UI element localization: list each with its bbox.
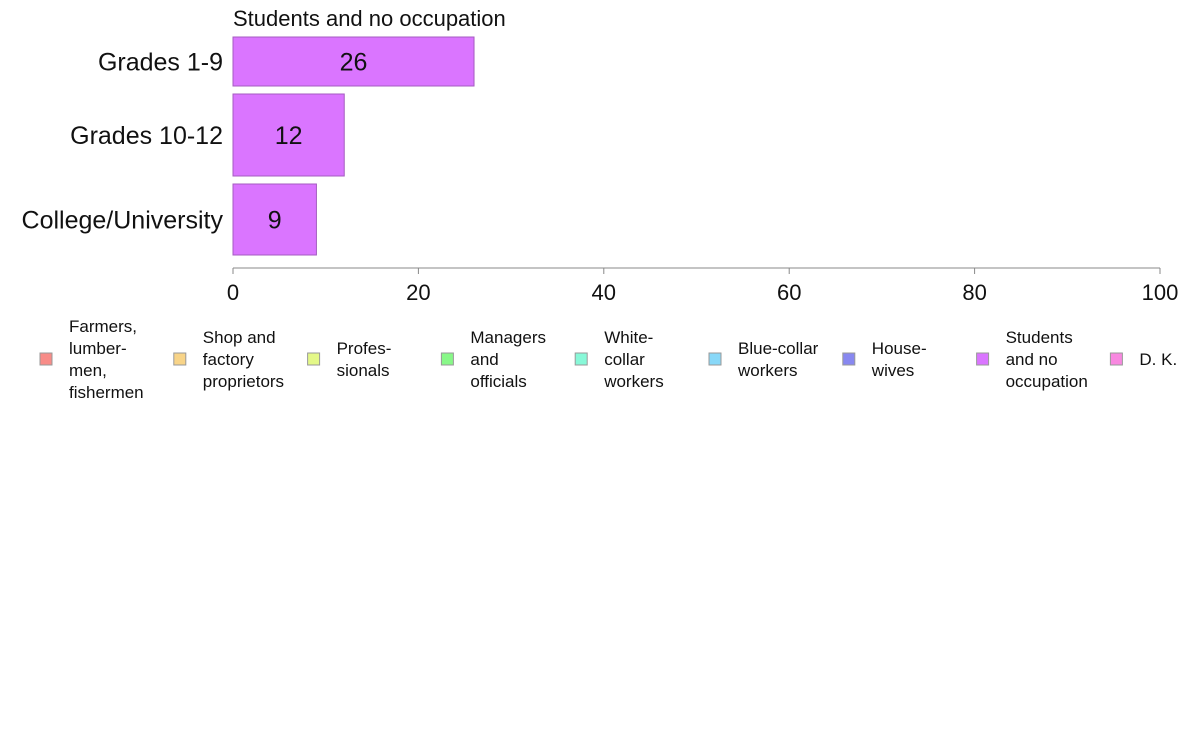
- x-axis: 0 20 40 60 80 100: [227, 267, 1179, 305]
- legend-swatch: [1109, 352, 1123, 366]
- legend-label: House-wives: [871, 339, 927, 380]
- legend-swatch: [173, 352, 187, 366]
- x-tick-label: 0: [227, 280, 239, 305]
- legend-item: Managers and officials: [440, 328, 546, 391]
- bars-group: 26 Grades 1-9 12 Grades 10-12 9 College/Unive…: [22, 36, 475, 256]
- x-tick-label: 80: [962, 280, 986, 305]
- legend-label: Shop and factory proprietors: [203, 328, 284, 391]
- legend-item: D. K.: [1109, 350, 1177, 369]
- legend-label: D. K.: [1139, 350, 1177, 369]
- x-tick-label: 100: [1142, 280, 1179, 305]
- legend-swatch: [440, 352, 454, 366]
- legend-label: Students and no occupation: [1006, 328, 1088, 391]
- legend-swatch: [842, 352, 856, 366]
- legend-label: Blue-collar workers: [737, 339, 819, 380]
- legend-swatch: [574, 352, 588, 366]
- x-tick-label: 40: [592, 280, 616, 305]
- bar: [232, 36, 475, 87]
- legend-swatch: [976, 352, 990, 366]
- legend-item: Blue-collar workers: [708, 339, 819, 380]
- bar: [232, 183, 317, 256]
- legend-label: Profes-sionals: [337, 339, 392, 380]
- legend-label: White-collar workers: [603, 328, 664, 391]
- legend-item: White-collar workers: [574, 328, 664, 391]
- legend-swatch: [39, 352, 53, 366]
- bar-value-label: 9: [268, 207, 282, 235]
- legend-item: Students and no occupation: [976, 328, 1088, 391]
- legend-swatch: [708, 352, 722, 366]
- category-label: Grades 1-9: [98, 49, 223, 77]
- legend-swatch: [307, 352, 321, 366]
- legend-label: Farmers, lumber-men, fishermen: [69, 317, 144, 402]
- category-label: Grades 10-12: [70, 122, 223, 150]
- legend-item: Profes-sionals: [307, 339, 392, 380]
- legend-label: Managers and officials: [470, 328, 546, 391]
- legend: Farmers, lumber-men, fishermen Shop and fact…: [39, 317, 1177, 402]
- chart-title: Students and no occupation: [233, 6, 506, 31]
- category-label: College/University: [22, 207, 224, 235]
- legend-item: Farmers, lumber-men, fishermen: [39, 317, 144, 402]
- legend-item: Shop and factory proprietors: [173, 328, 284, 391]
- bar-value-label: 26: [340, 49, 368, 77]
- x-tick-label: 60: [777, 280, 801, 305]
- bar: [232, 93, 345, 177]
- bar-value-label: 12: [275, 122, 303, 150]
- x-tick-label: 20: [406, 280, 430, 305]
- legend-item: House-wives: [842, 339, 927, 380]
